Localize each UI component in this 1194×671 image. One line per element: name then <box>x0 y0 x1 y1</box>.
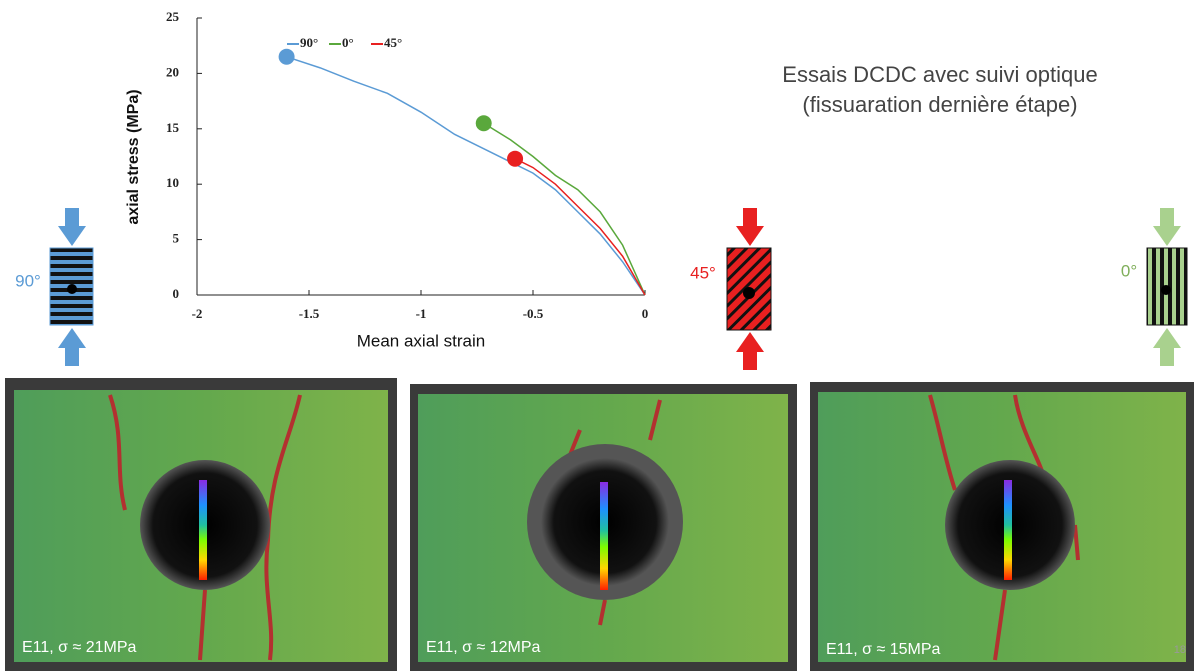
photo-panel <box>410 384 797 671</box>
start-marker <box>278 48 295 65</box>
photo-panel <box>5 378 397 671</box>
icon-45 <box>726 208 772 370</box>
y-tick-label: 0 <box>173 286 180 301</box>
x-tick-label: -0.5 <box>523 306 544 321</box>
title-line: (fissuaration dernière étape) <box>802 92 1077 117</box>
y-axis-label: axial stress (MPa) <box>125 89 142 224</box>
x-tick-label: -1.5 <box>299 306 320 321</box>
icon-0 <box>1146 208 1188 366</box>
start-marker <box>475 115 492 132</box>
x-tick-label: -1 <box>416 306 427 321</box>
chart: axial stress (MPa) Mean axial strain 0 5 1… <box>125 9 648 351</box>
start-marker <box>507 150 524 167</box>
x-axis-label: Mean axial strain <box>357 331 486 350</box>
series-line <box>286 56 646 296</box>
orientation-label: 0° <box>1121 261 1137 280</box>
panel-caption: E11, σ ≈ 21MPa <box>22 639 137 656</box>
legend-label: 0° <box>342 35 354 50</box>
orientation-label: 45° <box>690 263 716 282</box>
x-tick-label: -2 <box>192 306 203 321</box>
x-tick-label: 0 <box>642 306 649 321</box>
panel-caption: E11, σ ≈ 15MPa <box>826 641 941 658</box>
y-tick-label: 10 <box>166 175 179 190</box>
y-tick-label: 15 <box>166 120 180 135</box>
icon-90 <box>49 208 94 366</box>
y-tick-label: 5 <box>173 231 180 246</box>
photo-panel <box>810 382 1194 671</box>
legend-label: 90° <box>300 35 318 50</box>
orientation-label: 90° <box>15 271 41 290</box>
page-number: 18 <box>1174 644 1186 656</box>
title-line: Essais DCDC avec suivi optique <box>782 62 1097 87</box>
panel-caption: E11, σ ≈ 12MPa <box>426 639 541 656</box>
y-tick-label: 25 <box>166 9 180 24</box>
y-tick-label: 20 <box>166 64 179 79</box>
legend-label: 45° <box>384 35 402 50</box>
series-line <box>514 158 646 296</box>
series-line <box>483 122 646 296</box>
